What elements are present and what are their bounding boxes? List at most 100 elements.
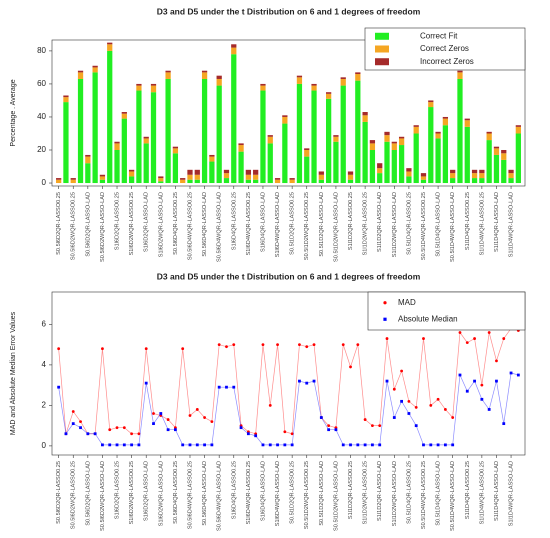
bar-segment bbox=[136, 90, 142, 184]
bar-segment bbox=[326, 98, 332, 184]
y-axis-label: MAD and Absolute Median Error Values bbox=[10, 311, 17, 435]
point bbox=[363, 418, 367, 421]
bar-segment bbox=[77, 78, 84, 184]
bar-segment bbox=[435, 133, 441, 139]
point bbox=[356, 343, 360, 347]
point bbox=[443, 443, 447, 447]
point bbox=[400, 399, 404, 403]
point bbox=[181, 347, 185, 351]
x-tick-label: S1l6D2WQR-LASSO0.25 bbox=[129, 461, 135, 524]
point bbox=[487, 408, 491, 411]
bar-segment bbox=[282, 115, 288, 117]
point bbox=[137, 432, 141, 436]
x-tick-label: S0.5l1D2QR-LASSO-LAD bbox=[319, 461, 325, 526]
bar-segment bbox=[223, 169, 230, 174]
bar-segment bbox=[486, 133, 492, 141]
bar-segment bbox=[479, 169, 485, 174]
bar-segment bbox=[406, 176, 412, 184]
point bbox=[371, 443, 374, 447]
point bbox=[407, 412, 411, 415]
point bbox=[312, 379, 316, 383]
bar-segment bbox=[369, 140, 376, 144]
bar-segment bbox=[311, 83, 317, 86]
bar-segment bbox=[369, 149, 376, 184]
bar-segment bbox=[377, 163, 383, 169]
x-tick-label: S1l1D2QR-LASSO0.25 bbox=[348, 192, 354, 250]
bar-segment bbox=[63, 95, 69, 98]
bar-segment bbox=[150, 83, 157, 86]
bar-segment bbox=[464, 118, 470, 121]
x-tick-label: S0.5l1D4WQR-LASSO0.25 bbox=[421, 461, 427, 529]
series-line bbox=[58, 372, 519, 446]
bar-segment bbox=[165, 72, 171, 79]
bar-segment bbox=[479, 178, 485, 184]
bar-segment bbox=[471, 178, 478, 184]
point bbox=[283, 430, 287, 434]
plot-frame bbox=[51, 39, 526, 187]
bar-segment bbox=[471, 169, 478, 174]
bar-segment bbox=[501, 159, 507, 184]
bar-segment bbox=[180, 178, 186, 180]
x-tick-label: S1l1D4QR-LASSO0.25 bbox=[465, 192, 471, 250]
bar-segment bbox=[326, 92, 332, 94]
point bbox=[181, 443, 185, 447]
bar-segment bbox=[282, 116, 288, 124]
bar-segment bbox=[391, 149, 397, 184]
legend-box bbox=[364, 27, 526, 71]
point bbox=[392, 416, 396, 419]
point bbox=[502, 337, 506, 340]
x-tick-label: S0.5l1D2WQR-LASSO0.25 bbox=[304, 461, 310, 529]
bar-segment bbox=[486, 140, 492, 184]
x-tick-label: S1l1D4WQR-LASSO-LAD bbox=[509, 461, 515, 526]
bar-segment bbox=[187, 179, 193, 184]
point bbox=[246, 432, 250, 436]
bar-segment bbox=[508, 173, 514, 179]
bar-segment bbox=[143, 143, 149, 184]
point bbox=[79, 426, 82, 430]
bar-segment bbox=[428, 102, 434, 108]
bar-segment bbox=[194, 179, 200, 184]
point bbox=[71, 410, 75, 413]
point bbox=[487, 331, 491, 334]
point bbox=[349, 443, 352, 447]
bar-segment bbox=[304, 148, 310, 150]
x-tick-label: S1l1D4QR-LASSO-LAD bbox=[494, 192, 500, 252]
bar-segment bbox=[274, 179, 281, 184]
bar-segment bbox=[85, 156, 91, 164]
x-tick-label: S0.5l1D2QR-LASSO0.25 bbox=[290, 461, 296, 524]
point bbox=[378, 424, 382, 428]
bar-segment bbox=[187, 169, 193, 175]
point bbox=[473, 379, 476, 383]
point bbox=[429, 443, 433, 447]
x-tick-label: S0.5l6D4QR-LASSO0.25 bbox=[173, 192, 179, 255]
point bbox=[319, 416, 323, 419]
point bbox=[305, 381, 309, 385]
bar-segment bbox=[136, 85, 142, 91]
point bbox=[378, 443, 382, 447]
point bbox=[239, 426, 243, 430]
point bbox=[130, 443, 134, 447]
x-tick-label: S0.5l1D2WQR-LASSO-LAD bbox=[333, 192, 339, 262]
x-tick-label: S1l6D2WQR-LASSO-LAD bbox=[158, 192, 164, 257]
bar-segment bbox=[493, 148, 500, 155]
point bbox=[232, 385, 236, 389]
point bbox=[465, 389, 469, 393]
y-tick-label: 6 bbox=[42, 320, 47, 329]
x-tick-label: S0.5l6D2QR-LASSO-LAD bbox=[85, 192, 91, 257]
x-tick-label: S0.5l6D4WQR-LASSO0.25 bbox=[187, 192, 193, 260]
point bbox=[195, 408, 199, 411]
bar-segment bbox=[398, 138, 405, 146]
point bbox=[108, 443, 112, 447]
bar-segment bbox=[267, 135, 273, 137]
point bbox=[71, 422, 75, 426]
x-tick-label: S0.5l6D2QR-LASSO-LAD bbox=[85, 461, 91, 526]
bar-segment bbox=[201, 72, 208, 79]
point bbox=[203, 443, 206, 447]
bar-segment bbox=[355, 80, 361, 184]
bar-segment bbox=[150, 92, 157, 184]
legend-label: MAD bbox=[398, 298, 416, 307]
bar-segment bbox=[201, 78, 208, 184]
bar-segment bbox=[296, 83, 303, 184]
x-tick-label: S0.5l1D4QR-LASSO0.25 bbox=[406, 192, 412, 255]
bar-segment bbox=[223, 173, 230, 179]
